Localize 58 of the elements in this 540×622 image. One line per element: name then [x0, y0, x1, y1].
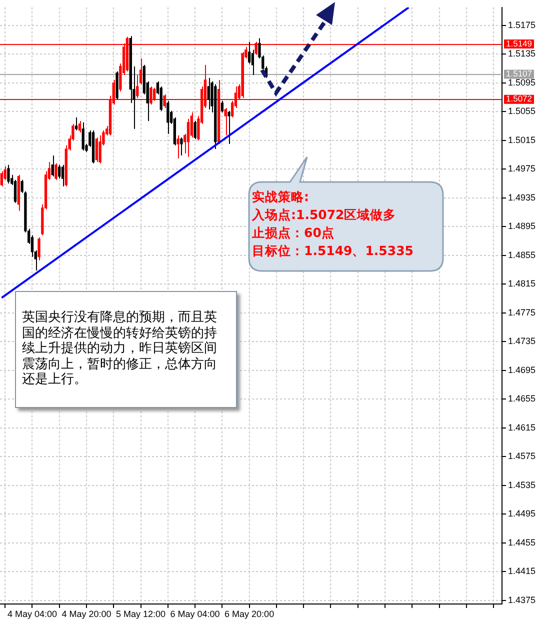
candlestick	[54, 162, 58, 180]
candlestick	[186, 118, 190, 158]
x-tick-label: 4 May 04:00	[7, 608, 57, 619]
y-tick-label: 1.4415	[508, 566, 536, 576]
x-tick-label: 6 May 20:00	[224, 608, 274, 619]
candlestick	[176, 134, 180, 159]
candlestick	[38, 236, 40, 261]
candlestick	[228, 110, 230, 144]
candlestick	[78, 120, 82, 133]
annotation: 目标位：1.5149、1.5335	[252, 243, 414, 259]
y-tick-label: 1.4855	[508, 250, 536, 260]
candlestick	[194, 120, 196, 140]
y-tick-label: 1.4535	[508, 480, 536, 490]
ref-line-label: 1.5107	[506, 68, 532, 79]
candlestick	[220, 100, 224, 113]
candlestick	[98, 134, 102, 164]
y-tick-label: 1.4895	[508, 221, 536, 232]
y-tick-label: 1.4775	[508, 307, 536, 318]
y-tick-label: 1.5175	[508, 20, 536, 30]
y-tick-label: 1.4655	[508, 394, 536, 404]
x-tick-label: 6 May 04:00	[170, 608, 220, 619]
candlestick	[207, 77, 210, 110]
y-tick-label: 1.4695	[508, 364, 536, 375]
candlestick	[58, 164, 61, 179]
ref-line-label: 1.5149	[506, 38, 532, 48]
annotation: 止损点：60点	[252, 225, 334, 241]
candlestick	[74, 116, 78, 131]
candlestick	[248, 41, 251, 64]
x-tick-label: 5 May 12:00	[116, 608, 166, 619]
candlestick	[82, 122, 84, 151]
candlestick	[224, 108, 227, 136]
candlestick	[160, 86, 162, 112]
candlestick	[61, 164, 64, 187]
ref-line-label: 1.5072	[506, 94, 532, 104]
y-tick-label: 1.4975	[508, 164, 536, 174]
y-tick-label: 1.4935	[508, 192, 536, 202]
candlestick	[51, 154, 54, 177]
y-tick-label: 1.5055	[508, 106, 536, 116]
y-tick-label: 1.4615	[508, 422, 536, 432]
annotation: 实战策略:	[252, 189, 309, 205]
y-tick-label: 1.4455	[508, 537, 536, 548]
y-tick-label: 1.5095	[508, 77, 536, 88]
y-tick-label: 1.4815	[508, 278, 536, 289]
y-tick-label: 1.5135	[508, 48, 536, 59]
y-tick-label: 1.4735	[508, 336, 536, 346]
y-tick-label: 1.4495	[508, 508, 536, 519]
y-tick-label: 1.4375	[508, 594, 536, 605]
annotation: 入场点:1.5072区域做多	[252, 207, 396, 223]
candlestick	[166, 100, 170, 134]
x-tick-label: 4 May 20:00	[62, 608, 112, 619]
candlestick	[95, 137, 98, 162]
candlestick	[7, 164, 10, 184]
y-tick-label: 1.5015	[508, 134, 536, 145]
annotation: 英国央行没有降息的预期，而且英国的经济在慢慢的转好给英镑的持续上升提供的动力，昨日英镑区间震荡向上，暂时的修正，总体方向还是上行。	[22, 310, 218, 388]
candlestick	[180, 137, 183, 156]
y-tick-label: 1.4575	[508, 451, 536, 462]
candlestick	[0, 170, 4, 187]
candlestick	[14, 179, 17, 204]
